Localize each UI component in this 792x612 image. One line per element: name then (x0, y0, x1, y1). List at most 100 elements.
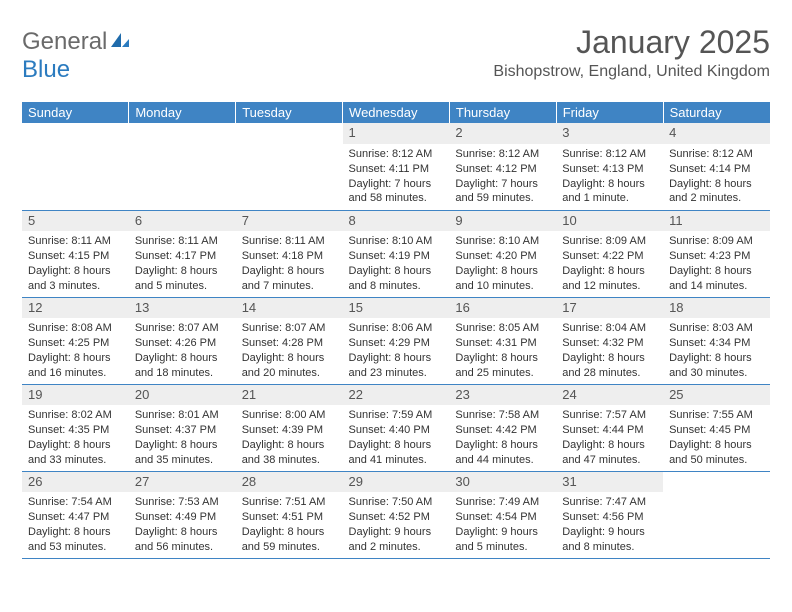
sunrise-line: Sunrise: 7:55 AM (669, 408, 764, 423)
sunset-line: Sunset: 4:47 PM (28, 510, 123, 525)
calendar-cell: 24 Sunrise: 7:57 AMSunset: 4:44 PMDayligh… (556, 384, 663, 471)
sunset-line: Sunset: 4:42 PM (455, 423, 550, 438)
col-thursday: Thursday (449, 102, 556, 123)
day-details: Sunrise: 8:12 AMSunset: 4:11 PMDaylight:… (343, 144, 450, 208)
daylight-line: Daylight: 8 hours and 1 minute. (562, 177, 657, 207)
sunset-line: Sunset: 4:44 PM (562, 423, 657, 438)
sunrise-line: Sunrise: 7:58 AM (455, 408, 550, 423)
daylight-line: Daylight: 7 hours and 58 minutes. (349, 177, 444, 207)
daylight-line: Daylight: 8 hours and 28 minutes. (562, 351, 657, 381)
day-number: 6 (129, 211, 236, 232)
day-details: Sunrise: 8:03 AMSunset: 4:34 PMDaylight:… (663, 318, 770, 382)
day-number: 14 (236, 298, 343, 319)
day-details: Sunrise: 8:05 AMSunset: 4:31 PMDaylight:… (449, 318, 556, 382)
sunset-line: Sunset: 4:28 PM (242, 336, 337, 351)
day-number: 3 (556, 123, 663, 144)
day-details: Sunrise: 7:49 AMSunset: 4:54 PMDaylight:… (449, 492, 556, 556)
sunset-line: Sunset: 4:29 PM (349, 336, 444, 351)
calendar-cell: 25Sunrise: 7:55 AMSunset: 4:45 PMDayligh… (663, 384, 770, 471)
calendar-cell: 31Sunrise: 7:47 AMSunset: 4:56 PMDayligh… (556, 471, 663, 558)
sunset-line: Sunset: 4:14 PM (669, 162, 764, 177)
daylight-line: Daylight: 8 hours and 8 minutes. (349, 264, 444, 294)
calendar-row: 19Sunrise: 8:02 AMSunset: 4:35 PMDayligh… (22, 384, 770, 471)
daylight-line: Daylight: 8 hours and 59 minutes. (242, 525, 337, 555)
day-number: 24 (556, 385, 663, 406)
day-details: Sunrise: 7:53 AMSunset: 4:49 PMDaylight:… (129, 492, 236, 556)
calendar-cell: 9Sunrise: 8:10 AMSunset: 4:20 PMDaylight… (449, 210, 556, 297)
day-details: Sunrise: 8:07 AMSunset: 4:28 PMDaylight:… (236, 318, 343, 382)
calendar-cell: 12Sunrise: 8:08 AMSunset: 4:25 PMDayligh… (22, 297, 129, 384)
col-saturday: Saturday (663, 102, 770, 123)
day-details: Sunrise: 8:11 AMSunset: 4:18 PMDaylight:… (236, 231, 343, 295)
sunrise-line: Sunrise: 8:07 AM (135, 321, 230, 336)
sunrise-line: Sunrise: 8:12 AM (455, 147, 550, 162)
day-number: 19 (22, 385, 129, 406)
sunrise-line: Sunrise: 8:12 AM (562, 147, 657, 162)
sunrise-line: Sunrise: 8:11 AM (28, 234, 123, 249)
daylight-line: Daylight: 8 hours and 33 minutes. (28, 438, 123, 468)
calendar-cell: 11Sunrise: 8:09 AMSunset: 4:23 PMDayligh… (663, 210, 770, 297)
sunset-line: Sunset: 4:52 PM (349, 510, 444, 525)
col-tuesday: Tuesday (236, 102, 343, 123)
day-details: Sunrise: 7:59 AMSunset: 4:40 PMDaylight:… (343, 405, 450, 469)
daylight-line: Daylight: 8 hours and 41 minutes. (349, 438, 444, 468)
daylight-line: Daylight: 8 hours and 5 minutes. (135, 264, 230, 294)
sunset-line: Sunset: 4:18 PM (242, 249, 337, 264)
daylight-line: Daylight: 8 hours and 16 minutes. (28, 351, 123, 381)
day-details: Sunrise: 8:01 AMSunset: 4:37 PMDaylight:… (129, 405, 236, 469)
day-details: Sunrise: 7:55 AMSunset: 4:45 PMDaylight:… (663, 405, 770, 469)
sunset-line: Sunset: 4:51 PM (242, 510, 337, 525)
day-number: 8 (343, 211, 450, 232)
day-details: Sunrise: 8:08 AMSunset: 4:25 PMDaylight:… (22, 318, 129, 382)
sunset-line: Sunset: 4:34 PM (669, 336, 764, 351)
sunset-line: Sunset: 4:15 PM (28, 249, 123, 264)
day-number: 18 (663, 298, 770, 319)
calendar-cell: 27Sunrise: 7:53 AMSunset: 4:49 PMDayligh… (129, 471, 236, 558)
calendar-cell: 6Sunrise: 8:11 AMSunset: 4:17 PMDaylight… (129, 210, 236, 297)
sunset-line: Sunset: 4:11 PM (349, 162, 444, 177)
col-sunday: Sunday (22, 102, 129, 123)
daylight-line: Daylight: 8 hours and 56 minutes. (135, 525, 230, 555)
sunrise-line: Sunrise: 7:49 AM (455, 495, 550, 510)
day-number: 23 (449, 385, 556, 406)
sunset-line: Sunset: 4:45 PM (669, 423, 764, 438)
col-monday: Monday (129, 102, 236, 123)
day-details: Sunrise: 7:47 AMSunset: 4:56 PMDaylight:… (556, 492, 663, 556)
daylight-line: Daylight: 8 hours and 12 minutes. (562, 264, 657, 294)
sunrise-line: Sunrise: 7:47 AM (562, 495, 657, 510)
calendar-cell: 28Sunrise: 7:51 AMSunset: 4:51 PMDayligh… (236, 471, 343, 558)
sunrise-line: Sunrise: 8:04 AM (562, 321, 657, 336)
day-details: Sunrise: 8:06 AMSunset: 4:29 PMDaylight:… (343, 318, 450, 382)
day-number: 15 (343, 298, 450, 319)
daylight-line: Daylight: 8 hours and 47 minutes. (562, 438, 657, 468)
day-details: Sunrise: 8:12 AMSunset: 4:14 PMDaylight:… (663, 144, 770, 208)
day-number: 12 (22, 298, 129, 319)
day-number: 5 (22, 211, 129, 232)
day-number: 25 (663, 385, 770, 406)
daylight-line: Daylight: 8 hours and 23 minutes. (349, 351, 444, 381)
sunrise-line: Sunrise: 8:05 AM (455, 321, 550, 336)
sunset-line: Sunset: 4:56 PM (562, 510, 657, 525)
sunset-line: Sunset: 4:20 PM (455, 249, 550, 264)
sunset-line: Sunset: 4:23 PM (669, 249, 764, 264)
daylight-line: Daylight: 8 hours and 2 minutes. (669, 177, 764, 207)
day-number: 9 (449, 211, 556, 232)
day-details: Sunrise: 8:07 AMSunset: 4:26 PMDaylight:… (129, 318, 236, 382)
sunset-line: Sunset: 4:54 PM (455, 510, 550, 525)
calendar-cell: 5Sunrise: 8:11 AMSunset: 4:15 PMDaylight… (22, 210, 129, 297)
day-number: 20 (129, 385, 236, 406)
calendar-cell: 3Sunrise: 8:12 AMSunset: 4:13 PMDaylight… (556, 123, 663, 210)
day-details: Sunrise: 8:12 AMSunset: 4:12 PMDaylight:… (449, 144, 556, 208)
day-details: Sunrise: 7:54 AMSunset: 4:47 PMDaylight:… (22, 492, 129, 556)
sunrise-line: Sunrise: 7:57 AM (562, 408, 657, 423)
sunrise-line: Sunrise: 8:02 AM (28, 408, 123, 423)
col-friday: Friday (556, 102, 663, 123)
day-number: 22 (343, 385, 450, 406)
day-details: Sunrise: 8:10 AMSunset: 4:20 PMDaylight:… (449, 231, 556, 295)
sunrise-line: Sunrise: 8:12 AM (669, 147, 764, 162)
sunrise-line: Sunrise: 8:10 AM (455, 234, 550, 249)
day-details: Sunrise: 8:12 AMSunset: 4:13 PMDaylight:… (556, 144, 663, 208)
day-number: 1 (343, 123, 450, 144)
logo: General Blue (22, 24, 131, 84)
day-number: 7 (236, 211, 343, 232)
